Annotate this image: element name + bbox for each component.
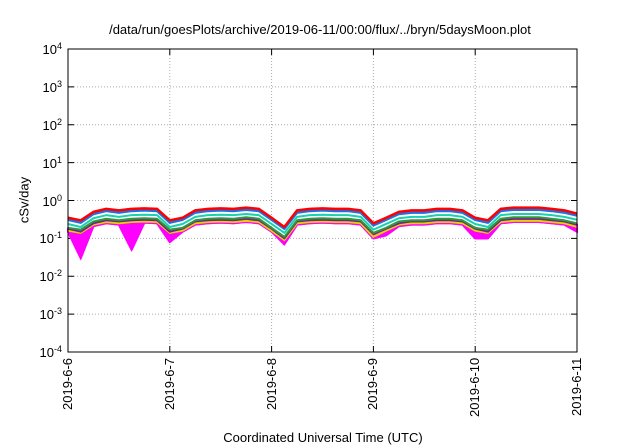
chart-title: /data/run/goesPlots/archive/2019-06-11/0… [109,22,531,37]
y-tick-base: 10 [39,345,54,361]
y-tick-label: 10-4 [40,344,62,360]
series-line-magenta [67,221,578,260]
y-tick-exponent: 4 [56,40,62,51]
y-tick-base: 10 [42,155,57,171]
y-tick-label: 10-2 [40,268,62,284]
y-tick-label: 100 [43,192,62,208]
x-axis-label: Coordinated Universal Time (UTC) [223,430,423,445]
y-tick-exponent: -2 [53,268,62,279]
x-tick-label: 2019-6-8 [263,357,279,410]
y-tick-base: 10 [42,117,57,133]
x-tick-label: 2019-6-11 [569,357,584,416]
y-tick-base: 10 [42,193,57,209]
y-tick-exponent: -4 [53,343,62,354]
series-line-purple [67,217,578,240]
series-line-cyan [67,213,578,234]
series-line-green [67,216,578,238]
y-tick-label: 103 [43,79,62,95]
y-tick-base: 10 [42,42,57,58]
y-tick-exponent: 3 [56,78,62,89]
x-tick-label: 2019-6-9 [365,357,381,410]
y-tick-label: 104 [43,41,62,57]
y-tick-label: 10-1 [40,230,62,246]
y-tick-exponent: 0 [56,192,62,203]
y-tick-exponent: -1 [53,230,62,241]
y-tick-base: 10 [42,80,57,96]
y-tick-base: 10 [39,231,54,247]
series-line-blue [67,208,578,230]
x-tick-label: 2019-6-6 [60,357,75,410]
y-tick-exponent: 1 [56,154,62,165]
y-tick-base: 10 [39,307,54,323]
y-tick-exponent: 2 [56,116,62,127]
x-tick-label: 2019-6-10 [467,357,483,417]
y-axis-label: cSv/day [16,176,32,224]
y-tick-exponent: -3 [53,305,62,316]
y-tick-label: 102 [43,117,62,133]
y-tick-label: 10-3 [40,306,62,322]
plot-border [67,48,578,353]
series-line-red [67,206,578,229]
y-tick-label: 101 [43,154,62,170]
y-tick-base: 10 [39,269,54,285]
x-tick-label: 2019-6-7 [161,357,177,410]
